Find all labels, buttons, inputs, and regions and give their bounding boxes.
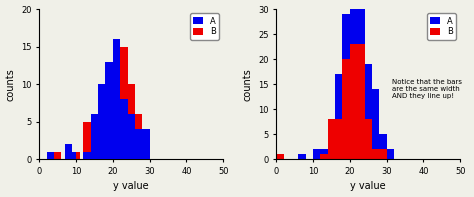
Bar <box>365 64 372 119</box>
Bar <box>106 62 113 159</box>
X-axis label: y value: y value <box>113 181 149 191</box>
Bar <box>357 0 365 44</box>
Bar <box>379 134 387 149</box>
X-axis label: y value: y value <box>350 181 386 191</box>
Bar <box>342 59 350 159</box>
Bar <box>73 152 80 159</box>
Bar <box>106 62 113 159</box>
Bar <box>83 122 91 159</box>
Bar <box>91 122 98 159</box>
Bar <box>83 152 91 159</box>
Bar <box>98 84 106 159</box>
Bar <box>365 119 372 159</box>
Bar <box>98 99 106 159</box>
Bar <box>372 149 379 159</box>
Bar <box>135 114 142 159</box>
Bar <box>142 144 150 159</box>
Bar <box>357 44 365 159</box>
Bar <box>276 154 283 159</box>
Bar <box>142 129 150 159</box>
Bar <box>128 84 135 159</box>
Bar <box>113 77 120 159</box>
Bar <box>350 44 357 159</box>
Bar <box>320 154 328 159</box>
Bar <box>113 39 120 159</box>
Bar <box>298 154 306 159</box>
Legend: A, B: A, B <box>190 13 219 40</box>
Bar <box>91 114 98 159</box>
Bar <box>135 129 142 159</box>
Bar <box>65 144 73 159</box>
Bar <box>372 89 379 149</box>
Text: Notice that the bars
are the same width
AND they line up!: Notice that the bars are the same width … <box>392 79 462 99</box>
Legend: A, B: A, B <box>427 13 456 40</box>
Y-axis label: counts: counts <box>242 68 252 100</box>
Bar <box>120 99 128 159</box>
Bar <box>387 149 394 159</box>
Bar <box>342 14 350 59</box>
Bar <box>313 149 320 159</box>
Bar <box>69 152 76 159</box>
Bar <box>379 149 387 159</box>
Bar <box>350 0 357 44</box>
Bar <box>335 119 342 159</box>
Bar <box>46 152 54 159</box>
Bar <box>128 114 135 159</box>
Bar <box>54 152 61 159</box>
Y-axis label: counts: counts <box>6 68 16 100</box>
Bar <box>320 149 328 154</box>
Bar <box>335 74 342 119</box>
Bar <box>120 47 128 159</box>
Bar <box>328 119 335 159</box>
